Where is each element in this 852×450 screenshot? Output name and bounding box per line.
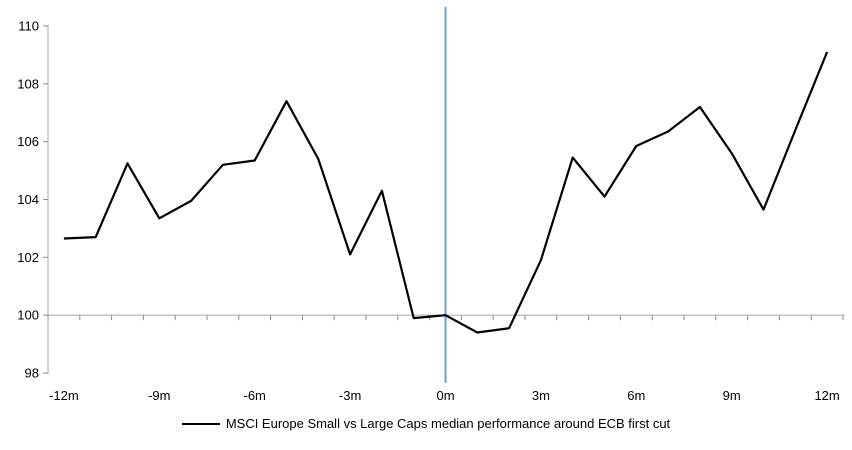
x-tick-label: 3m: [532, 388, 550, 403]
y-tick-label: 100: [17, 308, 39, 323]
x-tick-label: -9m: [148, 388, 170, 403]
x-tick-label: -3m: [339, 388, 361, 403]
legend: MSCI Europe Small vs Large Caps median p…: [0, 416, 852, 431]
legend-line-sample: [181, 422, 220, 425]
x-tick-label: 0m: [436, 388, 454, 403]
x-tick-label: -12m: [49, 388, 79, 403]
series-line: [63, 51, 829, 334]
y-tick-label: 98: [25, 366, 39, 381]
x-tick-label: 12m: [814, 388, 839, 403]
x-tick-label: 9m: [723, 388, 741, 403]
x-tick-label: 6m: [627, 388, 645, 403]
y-tick-label: 102: [17, 250, 39, 265]
y-tick-label: 106: [17, 134, 39, 149]
line-chart-svg: 98 100 102 104 106 108 110 -12m -9m -6m -3m 0m 3m 6m 9…: [17, 7, 845, 403]
y-tick-label: 108: [17, 76, 39, 91]
legend-label: MSCI Europe Small vs Large Caps median p…: [225, 416, 671, 431]
y-tick-label: 104: [17, 192, 39, 207]
y-tick-label: 110: [18, 19, 39, 34]
x-tick-label: -6m: [244, 388, 266, 403]
